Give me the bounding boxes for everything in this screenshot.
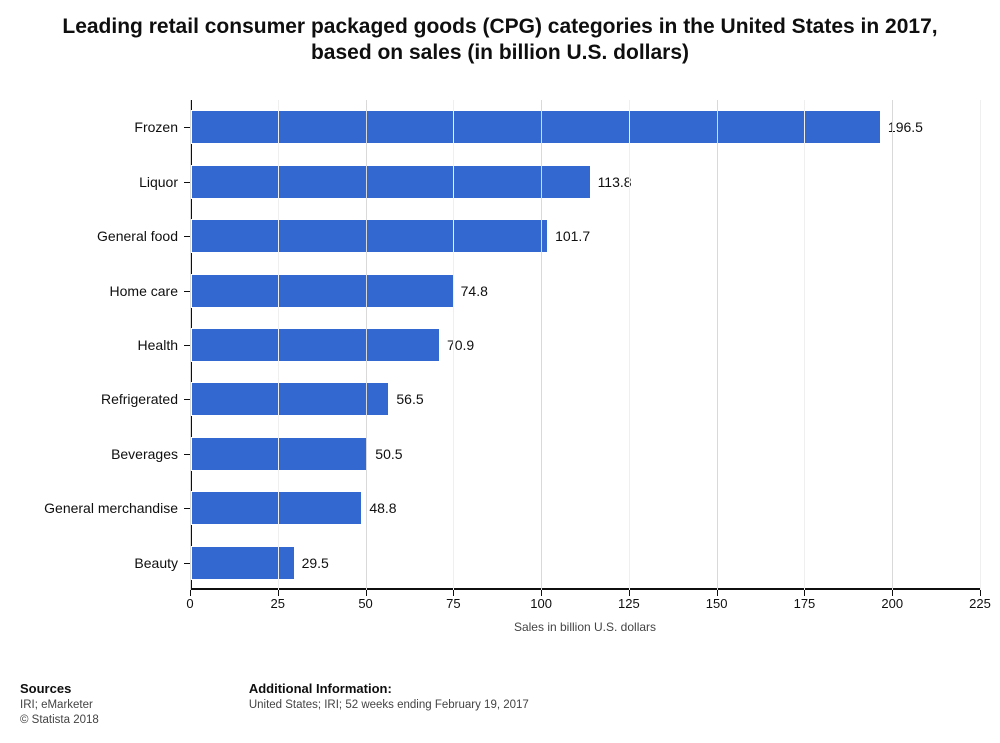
y-tick — [184, 454, 190, 455]
category-label: Refrigerated — [101, 391, 178, 407]
grid-line — [892, 100, 893, 590]
grid-line — [366, 100, 367, 590]
x-tick-label: 200 — [881, 596, 903, 611]
x-tick-label: 75 — [446, 596, 460, 611]
bar — [191, 328, 440, 362]
bar-value-label: 74.8 — [461, 283, 488, 299]
x-tick-label: 50 — [358, 596, 372, 611]
x-tick-label: 25 — [271, 596, 285, 611]
bar — [191, 219, 548, 253]
y-tick — [184, 399, 190, 400]
x-tick-label: 150 — [706, 596, 728, 611]
page: Leading retail consumer packaged goods (… — [0, 0, 1000, 743]
copyright-line: © Statista 2018 — [20, 713, 99, 729]
bar-value-label: 70.9 — [447, 337, 474, 353]
grid-line — [541, 100, 542, 590]
y-tick — [184, 291, 190, 292]
category-label: Health — [138, 337, 178, 353]
x-tick-label: 0 — [186, 596, 193, 611]
bar — [191, 437, 368, 471]
grid-line — [980, 100, 981, 590]
sources-heading: Sources — [20, 681, 99, 696]
category-label: General merchandise — [44, 500, 178, 516]
footer: Sources IRI; eMarketer © Statista 2018 A… — [20, 681, 980, 729]
bar-value-label: 50.5 — [375, 446, 402, 462]
y-tick — [184, 236, 190, 237]
category-label: Home care — [110, 283, 178, 299]
info-heading: Additional Information: — [249, 681, 529, 696]
bar — [191, 165, 591, 199]
bar — [191, 274, 454, 308]
y-tick — [184, 508, 190, 509]
bar-value-label: 101.7 — [555, 228, 590, 244]
bar-value-label: 48.8 — [369, 500, 396, 516]
grid-line — [278, 100, 279, 590]
grid-line — [453, 100, 454, 590]
bars-layer: Frozen196.5Liquor113.8General food101.7H… — [190, 100, 980, 590]
sources-block: Sources IRI; eMarketer © Statista 2018 — [20, 681, 99, 729]
x-tick-label: 125 — [618, 596, 640, 611]
y-tick — [184, 345, 190, 346]
x-tick-label: 100 — [530, 596, 552, 611]
bar — [191, 382, 389, 416]
category-label: General food — [97, 228, 178, 244]
x-tick-label: 175 — [794, 596, 816, 611]
y-tick — [184, 563, 190, 564]
plot-area: Frozen196.5Liquor113.8General food101.7H… — [190, 100, 980, 590]
y-tick — [184, 127, 190, 128]
sources-line: IRI; eMarketer — [20, 698, 99, 714]
bar — [191, 491, 362, 525]
category-label: Beauty — [134, 555, 178, 571]
category-label: Liquor — [139, 174, 178, 190]
grid-line — [717, 100, 718, 590]
bar-value-label: 29.5 — [302, 555, 329, 571]
info-block: Additional Information: United States; I… — [249, 681, 529, 729]
chart: Frozen196.5Liquor113.8General food101.7H… — [0, 90, 1000, 650]
x-tick-label: 225 — [969, 596, 991, 611]
y-tick — [184, 182, 190, 183]
category-label: Beverages — [111, 446, 178, 462]
bar — [191, 110, 881, 144]
grid-line — [190, 100, 191, 590]
bar-value-label: 56.5 — [396, 391, 423, 407]
x-axis-title: Sales in billion U.S. dollars — [514, 620, 656, 634]
info-line: United States; IRI; 52 weeks ending Febr… — [249, 698, 529, 714]
grid-line — [804, 100, 805, 590]
grid-line — [629, 100, 630, 590]
bar-value-label: 113.8 — [598, 174, 632, 190]
bar — [191, 546, 295, 580]
category-label: Frozen — [134, 119, 178, 135]
chart-title: Leading retail consumer packaged goods (… — [0, 0, 1000, 77]
